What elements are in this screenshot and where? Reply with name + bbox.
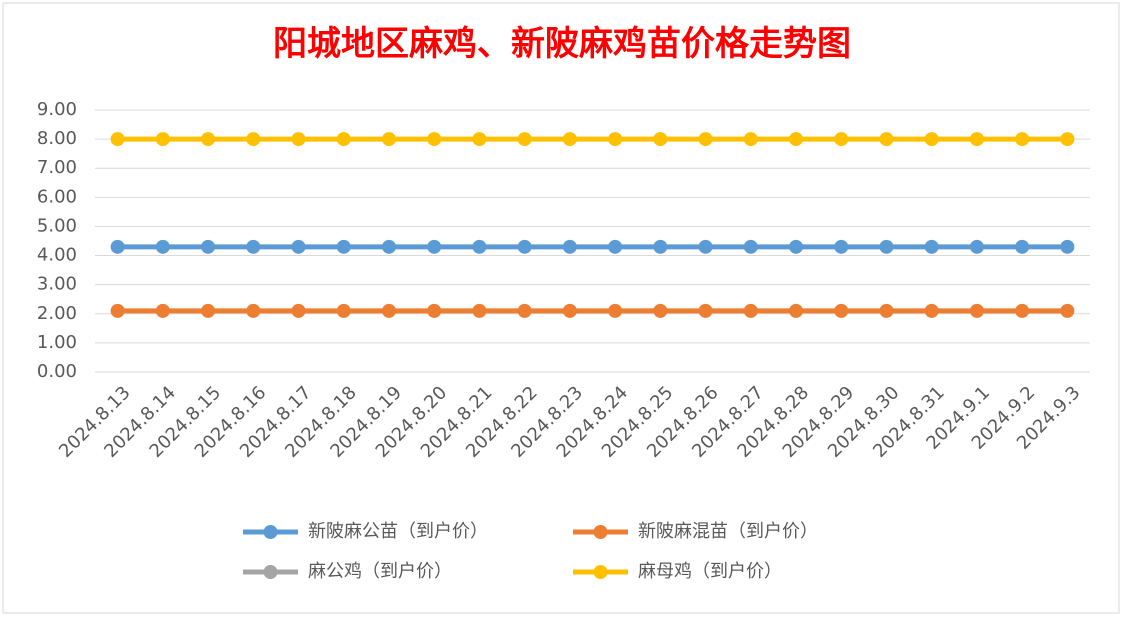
point (201, 132, 216, 147)
point (879, 132, 894, 147)
point (879, 239, 894, 254)
point (381, 239, 396, 254)
point (698, 132, 713, 147)
point (834, 303, 849, 318)
point (653, 132, 668, 147)
point (653, 303, 668, 318)
point (110, 132, 125, 147)
point (924, 239, 939, 254)
y-tick-label: 6.00 (37, 186, 77, 207)
point (517, 239, 532, 254)
point (924, 303, 939, 318)
point (562, 303, 577, 318)
point (517, 303, 532, 318)
point (608, 239, 623, 254)
y-tick-label: 8.00 (37, 128, 77, 149)
point (1015, 303, 1030, 318)
point (201, 239, 216, 254)
point (427, 239, 442, 254)
point (472, 132, 487, 147)
y-tick-label: 5.00 (37, 215, 77, 236)
point (110, 303, 125, 318)
legend-marker (593, 525, 608, 539)
point (879, 303, 894, 318)
point (291, 239, 306, 254)
point (743, 303, 758, 318)
point (562, 239, 577, 254)
legend-marker (263, 565, 278, 579)
point (608, 132, 623, 147)
point (291, 303, 306, 318)
point (969, 239, 984, 254)
point (1015, 239, 1030, 254)
point (246, 303, 261, 318)
point (201, 303, 216, 318)
point (834, 239, 849, 254)
point (789, 132, 804, 147)
legend-label: 新陂麻公苗（到户价） (308, 521, 488, 542)
legend-label: 麻母鸡（到户价） (638, 561, 782, 582)
point (608, 303, 623, 318)
point (472, 303, 487, 318)
y-tick-label: 9.00 (37, 99, 77, 120)
point (291, 132, 306, 147)
point (517, 132, 532, 147)
point (789, 239, 804, 254)
point (1060, 239, 1075, 254)
point (381, 303, 396, 318)
point (969, 132, 984, 147)
point (834, 132, 849, 147)
y-tick-label: 2.00 (37, 303, 77, 324)
legend-marker (593, 565, 608, 579)
point (789, 303, 804, 318)
point (110, 239, 125, 254)
point (427, 132, 442, 147)
point (246, 132, 261, 147)
point (924, 132, 939, 147)
point (743, 239, 758, 254)
point (1060, 132, 1075, 147)
legend-label: 麻公鸡（到户价） (308, 561, 452, 582)
y-tick-label: 4.00 (37, 245, 77, 266)
point (562, 132, 577, 147)
point (472, 239, 487, 254)
point (155, 303, 170, 318)
point (653, 239, 668, 254)
chart-title: 阳城地区麻鸡、新陂麻鸡苗价格走势图 (273, 24, 851, 64)
y-tick-label: 0.00 (37, 361, 77, 382)
point (381, 132, 396, 147)
point (427, 303, 442, 318)
point (336, 239, 351, 254)
point (155, 239, 170, 254)
point (155, 132, 170, 147)
legend-marker (263, 525, 278, 539)
point (336, 303, 351, 318)
point (1015, 132, 1030, 147)
y-tick-label: 1.00 (37, 332, 77, 353)
point (743, 132, 758, 147)
chart-frame (2, 2, 1120, 614)
point (1060, 303, 1075, 318)
point (336, 132, 351, 147)
legend-label: 新陂麻混苗（到户价） (638, 521, 818, 542)
point (698, 303, 713, 318)
y-tick-label: 7.00 (37, 157, 77, 178)
point (246, 239, 261, 254)
y-tick-label: 3.00 (37, 274, 77, 295)
point (969, 303, 984, 318)
point (698, 239, 713, 254)
